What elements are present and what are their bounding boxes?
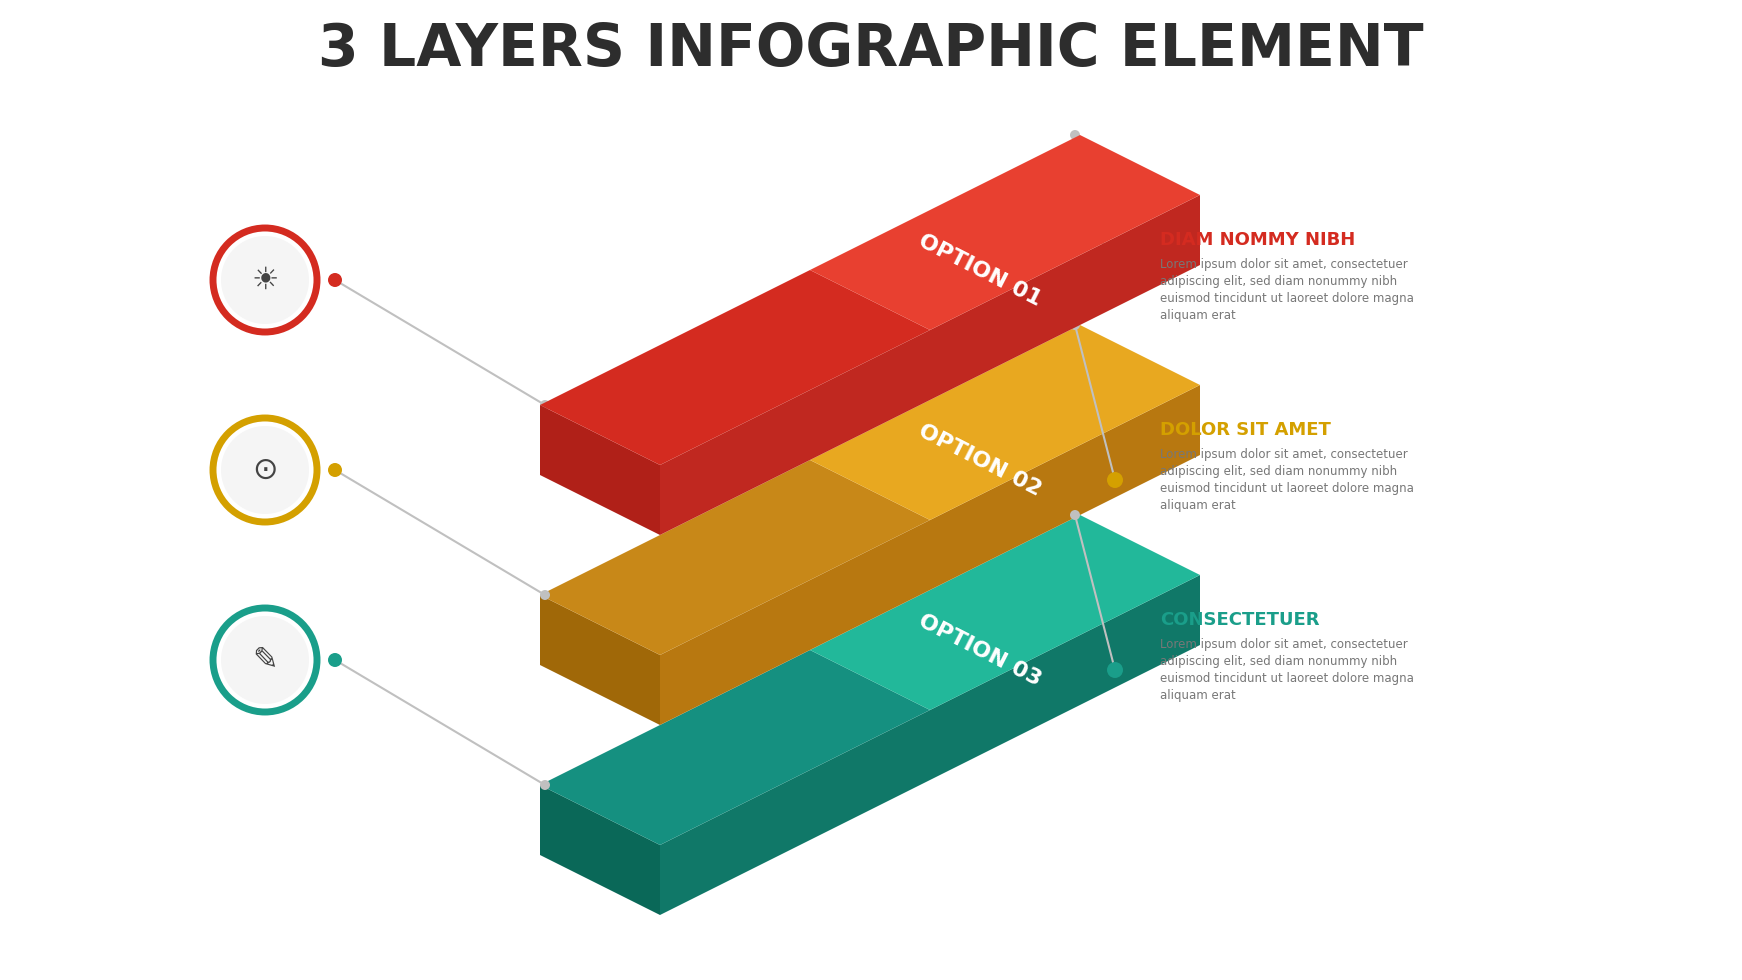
Text: OPTION 01: OPTION 01 [915,230,1045,310]
Text: Lorem ipsum dolor sit amet, consectetuer
adipiscing elit, sed diam nonummy nibh
: Lorem ipsum dolor sit amet, consectetuer… [1160,448,1415,512]
Circle shape [327,273,341,287]
Circle shape [540,780,550,790]
Circle shape [540,400,550,410]
Circle shape [327,463,341,477]
Polygon shape [540,785,660,915]
Circle shape [1070,320,1080,330]
Polygon shape [540,595,660,725]
Polygon shape [660,385,1200,725]
Text: ☀: ☀ [251,266,279,295]
Polygon shape [660,195,1200,535]
Text: DOLOR SIT AMET: DOLOR SIT AMET [1160,421,1331,439]
Circle shape [213,418,317,522]
Text: ✎: ✎ [253,646,277,674]
Circle shape [1106,282,1124,298]
Circle shape [1106,472,1124,488]
Circle shape [1070,510,1080,520]
Circle shape [1070,130,1080,140]
Text: OPTION 03: OPTION 03 [915,611,1045,690]
Circle shape [221,616,308,704]
Polygon shape [540,270,930,465]
Text: CONSECTETUER: CONSECTETUER [1160,611,1319,629]
Text: Lorem ipsum dolor sit amet, consectetuer
adipiscing elit, sed diam nonummy nibh
: Lorem ipsum dolor sit amet, consectetuer… [1160,258,1415,322]
Circle shape [540,590,550,600]
Text: Lorem ipsum dolor sit amet, consectetuer
adipiscing elit, sed diam nonummy nibh
: Lorem ipsum dolor sit amet, consectetuer… [1160,638,1415,702]
Polygon shape [810,325,1200,520]
Circle shape [213,608,317,712]
Circle shape [1106,662,1124,678]
Circle shape [213,228,317,332]
Text: ⊙: ⊙ [253,456,277,484]
Polygon shape [540,405,660,535]
Circle shape [327,653,341,667]
Polygon shape [540,650,930,845]
Polygon shape [660,575,1200,915]
Text: OPTION 02: OPTION 02 [915,420,1045,500]
Polygon shape [810,515,1200,710]
Text: 3 LAYERS INFOGRAPHIC ELEMENT: 3 LAYERS INFOGRAPHIC ELEMENT [319,22,1423,78]
Circle shape [221,426,308,514]
Circle shape [221,236,308,324]
Polygon shape [810,135,1200,330]
Polygon shape [540,460,930,655]
Text: DIAM NOMMY NIBH: DIAM NOMMY NIBH [1160,231,1355,249]
